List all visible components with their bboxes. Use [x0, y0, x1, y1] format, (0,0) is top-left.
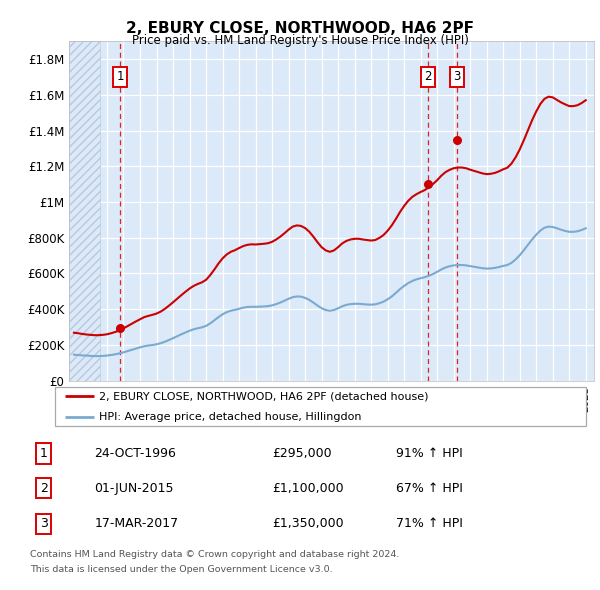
Text: 91% ↑ HPI: 91% ↑ HPI — [396, 447, 463, 460]
Text: £1,350,000: £1,350,000 — [272, 517, 344, 530]
Text: Contains HM Land Registry data © Crown copyright and database right 2024.: Contains HM Land Registry data © Crown c… — [30, 550, 400, 559]
Text: 17-MAR-2017: 17-MAR-2017 — [95, 517, 179, 530]
Text: 1: 1 — [40, 447, 47, 460]
Text: 71% ↑ HPI: 71% ↑ HPI — [396, 517, 463, 530]
Text: 2: 2 — [424, 70, 431, 83]
Text: £295,000: £295,000 — [272, 447, 332, 460]
Text: Price paid vs. HM Land Registry's House Price Index (HPI): Price paid vs. HM Land Registry's House … — [131, 34, 469, 47]
Text: 3: 3 — [454, 70, 461, 83]
Text: 1: 1 — [116, 70, 124, 83]
Text: 67% ↑ HPI: 67% ↑ HPI — [396, 481, 463, 495]
FancyBboxPatch shape — [55, 387, 586, 426]
Text: HPI: Average price, detached house, Hillingdon: HPI: Average price, detached house, Hill… — [100, 412, 362, 422]
Text: 01-JUN-2015: 01-JUN-2015 — [95, 481, 174, 495]
Text: 24-OCT-1996: 24-OCT-1996 — [95, 447, 176, 460]
Text: £1,100,000: £1,100,000 — [272, 481, 344, 495]
Text: This data is licensed under the Open Government Licence v3.0.: This data is licensed under the Open Gov… — [30, 565, 332, 574]
Text: 2: 2 — [40, 481, 47, 495]
Text: 2, EBURY CLOSE, NORTHWOOD, HA6 2PF (detached house): 2, EBURY CLOSE, NORTHWOOD, HA6 2PF (deta… — [100, 391, 429, 401]
Text: 2, EBURY CLOSE, NORTHWOOD, HA6 2PF: 2, EBURY CLOSE, NORTHWOOD, HA6 2PF — [126, 21, 474, 35]
Text: 3: 3 — [40, 517, 47, 530]
